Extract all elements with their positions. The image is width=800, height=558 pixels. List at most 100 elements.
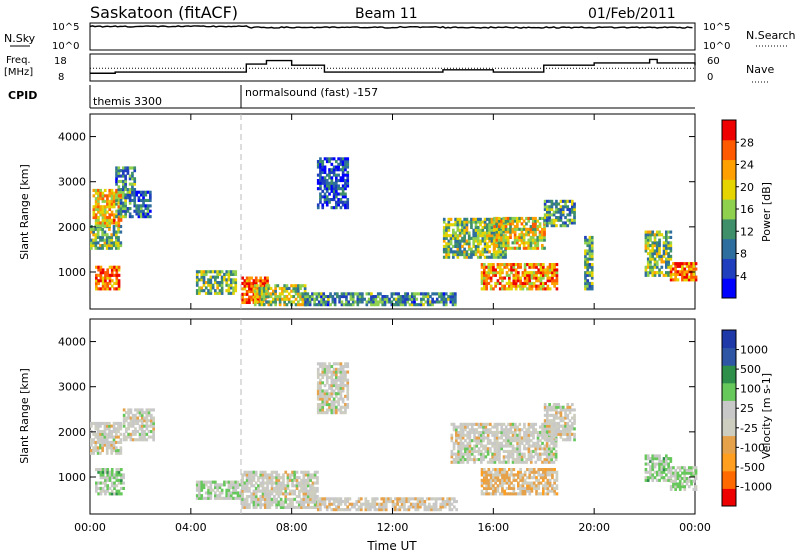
- range-time-cell: [463, 228, 466, 232]
- range-time-cell: [543, 225, 546, 229]
- range-time-cell: [95, 484, 98, 488]
- range-time-cell: [288, 489, 292, 493]
- range-time-cell: [241, 281, 244, 286]
- range-time-cell: [561, 438, 565, 442]
- range-time-cell: [250, 500, 253, 504]
- range-time-cell: [337, 389, 340, 393]
- range-time-cell: [232, 486, 235, 490]
- range-time-cell: [317, 303, 321, 307]
- range-time-cell: [528, 273, 532, 277]
- freq-left-tick-bottom: 8: [58, 72, 64, 83]
- range-time-cell: [504, 234, 507, 238]
- range-time-cell: [443, 505, 447, 509]
- range-time-cell: [313, 503, 317, 507]
- range-time-cell: [497, 244, 501, 249]
- range-time-cell: [284, 470, 288, 474]
- range-time-cell: [220, 491, 224, 495]
- range-time-cell: [646, 260, 650, 264]
- range-time-cell: [92, 233, 95, 237]
- range-time-cell: [321, 189, 325, 193]
- range-time-cell: [548, 210, 551, 214]
- range-time-cell: [367, 300, 371, 304]
- range-time-cell: [321, 389, 325, 393]
- range-time-cell: [323, 181, 327, 185]
- range-time-cell: [209, 275, 213, 279]
- range-time-cell: [452, 228, 455, 232]
- range-time-cell: [409, 497, 413, 501]
- range-time-cell: [561, 408, 565, 412]
- range-time-cell: [129, 424, 133, 428]
- range-time-cell: [398, 500, 402, 504]
- range-time-cell: [129, 432, 133, 436]
- range-time-cell: [493, 458, 497, 462]
- range-time-cell: [209, 286, 213, 290]
- range-time-cell: [137, 209, 141, 213]
- range-time-cell: [259, 473, 263, 477]
- range-time-cell: [467, 255, 471, 259]
- range-time-cell: [667, 478, 670, 482]
- range-time-cell: [261, 486, 265, 491]
- range-time-cell: [536, 447, 540, 451]
- range-time-cell: [99, 238, 102, 242]
- range-time-cell: [483, 492, 486, 496]
- range-time-cell: [332, 389, 336, 393]
- range-time-cell: [328, 500, 331, 504]
- range-time-cell: [321, 392, 325, 396]
- range-time-cell: [245, 470, 249, 474]
- range-time-cell: [134, 413, 137, 417]
- range-time-cell: [667, 462, 670, 466]
- range-time-cell: [263, 281, 267, 286]
- range-time-cell: [658, 273, 661, 277]
- range-time-cell: [287, 292, 291, 296]
- range-time-cell: [554, 441, 558, 445]
- range-time-cell: [692, 471, 696, 475]
- range-time-cell: [323, 384, 327, 388]
- range-time-cell: [119, 190, 123, 194]
- range-time-cell: [202, 281, 206, 285]
- range-time-cell: [660, 468, 664, 472]
- range-time-cell: [529, 425, 533, 429]
- range-time-cell: [347, 303, 351, 307]
- x-tick-label: 16:00: [477, 521, 509, 534]
- range-time-cell: [483, 470, 486, 474]
- range-time-cell: [99, 191, 102, 195]
- range-time-cell: [97, 221, 100, 225]
- range-time-cell: [108, 440, 111, 445]
- range-time-cell: [467, 242, 471, 246]
- range-time-cell: [658, 233, 661, 237]
- range-time-cell: [99, 430, 102, 434]
- range-time-cell: [302, 478, 306, 482]
- range-time-cell: [690, 264, 693, 268]
- range-time-cell: [489, 492, 493, 496]
- y-tick-label: 4000: [58, 336, 86, 349]
- range-time-cell: [490, 223, 494, 227]
- range-time-cell: [122, 190, 125, 194]
- velocity-colorbar-swatch: [722, 453, 736, 472]
- range-time-cell: [321, 181, 325, 185]
- range-time-cell: [322, 292, 326, 296]
- range-time-cell: [381, 295, 385, 299]
- range-time-cell: [463, 242, 466, 246]
- range-time-cell: [207, 494, 210, 498]
- range-time-cell: [131, 182, 134, 186]
- range-time-cell: [588, 252, 592, 256]
- range-time-cell: [324, 303, 328, 307]
- range-time-cell: [250, 473, 253, 477]
- range-time-cell: [548, 207, 551, 212]
- range-time-cell: [117, 227, 120, 231]
- range-time-cell: [492, 250, 496, 254]
- range-time-cell: [110, 218, 114, 222]
- range-time-cell: [692, 466, 696, 470]
- range-time-cell: [99, 446, 102, 450]
- range-time-cell: [451, 300, 455, 304]
- range-time-cell: [198, 289, 201, 293]
- range-time-cell: [514, 458, 517, 462]
- range-time-cell: [466, 460, 470, 464]
- range-time-cell: [442, 255, 446, 259]
- range-time-cell: [108, 213, 112, 217]
- range-time-cell: [517, 271, 520, 275]
- range-time-cell: [681, 264, 684, 268]
- range-time-cell: [119, 188, 123, 192]
- range-time-cell: [285, 286, 289, 291]
- range-time-cell: [406, 292, 410, 296]
